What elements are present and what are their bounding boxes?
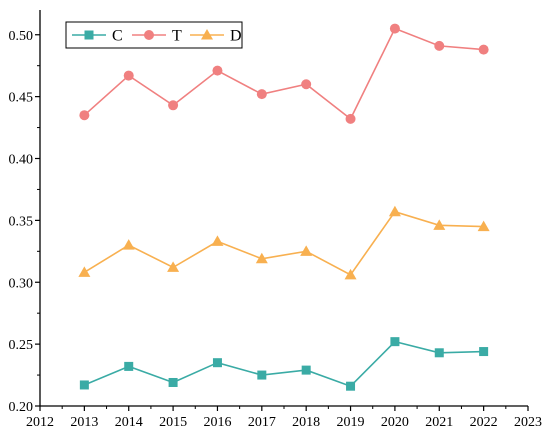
x-tick-label: 2019 bbox=[337, 415, 365, 430]
x-tick-label: 2023 bbox=[514, 415, 542, 430]
x-tick-label: 2012 bbox=[26, 415, 54, 430]
y-tick-label: 0.50 bbox=[9, 29, 34, 44]
legend-t-marker bbox=[144, 30, 154, 40]
series-t-point bbox=[123, 70, 134, 81]
series-d-point bbox=[167, 261, 180, 272]
series-d-point bbox=[122, 239, 135, 250]
series-c-point bbox=[434, 348, 444, 358]
series-c-line bbox=[84, 340, 484, 388]
series-d-point bbox=[477, 220, 490, 232]
x-tick-label: 2016 bbox=[203, 415, 231, 430]
series-t-point bbox=[79, 110, 90, 121]
y-tick-label: 0.20 bbox=[9, 400, 34, 415]
series-t-point bbox=[212, 65, 223, 76]
y-tick-label: 0.25 bbox=[9, 338, 34, 353]
series-d-point bbox=[255, 252, 268, 264]
series-t-point bbox=[478, 44, 489, 55]
series-d-point bbox=[388, 205, 401, 217]
legend-label-t: T bbox=[172, 28, 182, 45]
legend-label-d: D bbox=[230, 28, 242, 45]
series-t-line bbox=[83, 27, 484, 121]
x-tick-label: 2022 bbox=[470, 415, 498, 430]
series-c-point bbox=[168, 377, 178, 387]
series-c-point bbox=[257, 370, 267, 380]
series-t-point bbox=[168, 100, 179, 111]
y-tick-label: 0.35 bbox=[9, 214, 34, 229]
series-t-point bbox=[345, 113, 356, 124]
series-d-point bbox=[78, 266, 91, 277]
series-t-point bbox=[256, 89, 267, 100]
x-tick-label: 2020 bbox=[381, 415, 409, 430]
series-c-point bbox=[479, 347, 489, 357]
series-c-point bbox=[124, 361, 134, 371]
legend-c-marker bbox=[84, 30, 94, 40]
x-tick-label: 2017 bbox=[248, 415, 276, 430]
series-t-point bbox=[301, 79, 312, 90]
series-d-line bbox=[83, 210, 484, 276]
series-t-point bbox=[389, 23, 400, 34]
x-tick-label: 2018 bbox=[292, 415, 320, 430]
series-d-point bbox=[300, 245, 313, 256]
legend-d-marker bbox=[201, 29, 213, 40]
series-c-point bbox=[212, 358, 222, 368]
y-tick-label: 0.30 bbox=[9, 276, 34, 291]
series-c-point bbox=[390, 337, 400, 347]
x-tick-label: 2013 bbox=[70, 415, 98, 430]
legend-label-c: C bbox=[112, 28, 123, 45]
y-tick-label: 0.40 bbox=[9, 153, 34, 168]
series-t-point bbox=[434, 40, 445, 51]
x-tick-label: 2014 bbox=[115, 415, 143, 430]
series-d-point bbox=[211, 235, 224, 246]
series-c-point bbox=[346, 381, 356, 391]
y-tick-label: 0.45 bbox=[9, 91, 34, 106]
x-tick-label: 2021 bbox=[425, 415, 453, 430]
series-c-point bbox=[301, 365, 311, 375]
series-c-point bbox=[79, 380, 89, 390]
x-tick-label: 2015 bbox=[159, 415, 187, 430]
series-d-point bbox=[433, 219, 446, 230]
series-d-point bbox=[344, 268, 357, 280]
